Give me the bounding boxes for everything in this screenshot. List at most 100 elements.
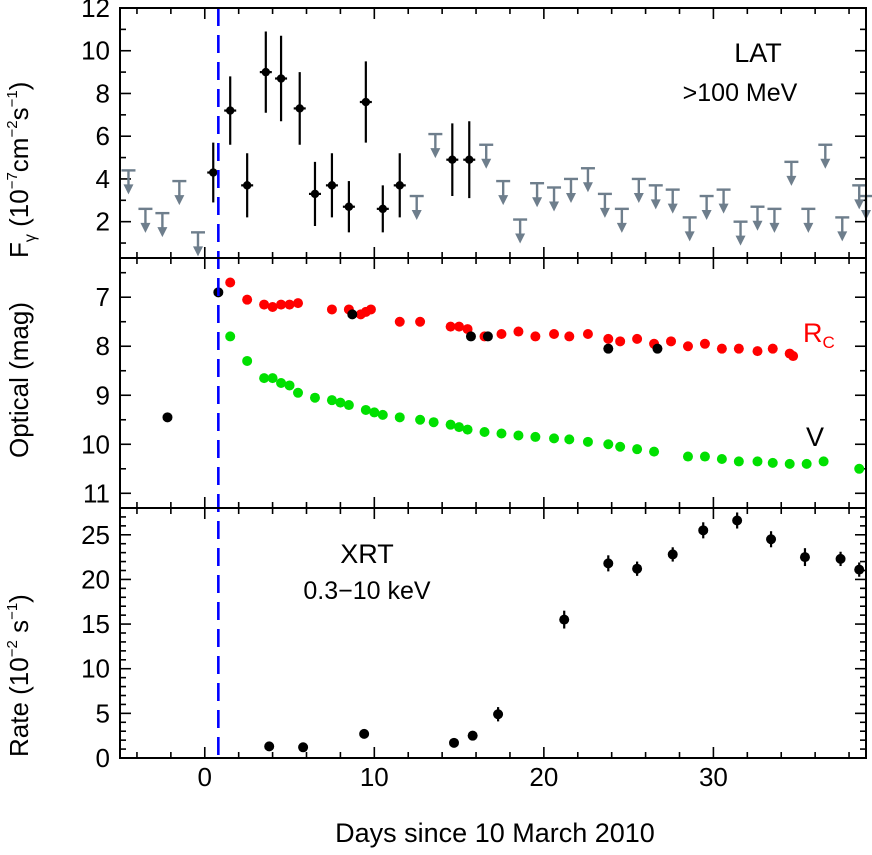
v-band-point — [767, 457, 778, 468]
upper-limit-arrowhead — [565, 192, 576, 203]
lat-label: LAT — [734, 38, 782, 68]
x-tick-label: 30 — [699, 762, 728, 792]
data-point — [766, 534, 777, 545]
lat-upper-limit-arrow — [631, 177, 646, 203]
lat-upper-limit-arrow — [428, 132, 443, 159]
v-band-point — [496, 428, 507, 439]
rc-band-point — [276, 299, 287, 310]
lat-upper-limit-arrow — [496, 179, 511, 206]
upper-limit-arrowhead — [667, 203, 678, 214]
lat-detections — [207, 31, 476, 233]
data-point — [854, 564, 865, 575]
rc-band-point — [682, 341, 693, 352]
xrt-data-point — [449, 737, 460, 748]
v-band-point — [699, 451, 710, 462]
rc-band-point — [549, 328, 560, 339]
lat-detection-point — [293, 72, 306, 145]
lat-ylabel-close: ) — [4, 82, 34, 91]
lat-ylabel-exp3: −1 — [4, 90, 21, 107]
lat-upper-limit-arrow — [580, 167, 595, 193]
v-band-point — [603, 439, 614, 450]
upper-limit-arrowhead — [582, 182, 593, 193]
optical-ytick-label: 7 — [96, 282, 110, 312]
data-point — [261, 67, 271, 77]
v-band-point — [445, 419, 456, 430]
rc-band-point — [225, 277, 236, 288]
optical-ytick-label: 9 — [96, 380, 110, 410]
v-band-point — [530, 431, 541, 442]
rc-band-point — [530, 331, 541, 342]
data-point — [493, 709, 504, 720]
xrt-ytick-label: 0 — [96, 743, 110, 773]
v-band-point — [513, 430, 524, 441]
xrt-ylabel-s: s — [4, 620, 34, 640]
x-axis-title: Days since 10 March 2010 — [335, 818, 655, 848]
xrt-data-point — [732, 512, 743, 529]
lat-upper-limit-arrow — [682, 216, 697, 242]
v-band-point — [752, 456, 763, 467]
optical-ytick-label: 8 — [96, 331, 110, 361]
rc-band-point — [284, 299, 295, 310]
rc-band-point — [564, 331, 575, 342]
upper-limit-arrowhead — [430, 148, 441, 159]
lat-upper-limit-arrow — [835, 216, 850, 242]
v-band-point — [394, 412, 405, 423]
lat-ylabel-main: F — [4, 242, 34, 258]
v-band-point — [479, 427, 490, 438]
v-band-point — [377, 409, 388, 420]
upper-limit-arrowhead — [752, 220, 763, 231]
v-band-label: V — [806, 422, 824, 452]
data-point — [310, 189, 320, 199]
rc-band-point — [632, 333, 643, 344]
v-band-point — [259, 373, 270, 384]
xrt-data-point — [799, 548, 810, 567]
lat-detection-point — [463, 121, 476, 199]
lat-ytick-label: 2 — [96, 207, 110, 237]
lat-energy-label: >100 MeV — [683, 79, 798, 107]
v-band-point — [682, 451, 693, 462]
rc-band-point — [767, 343, 778, 354]
lat-upper-limit-arrow — [733, 220, 748, 246]
data-point — [295, 104, 304, 113]
xrt-data-point — [359, 728, 370, 739]
upper-limit-arrowhead — [684, 231, 695, 242]
lat-upper-limit-arrow — [121, 169, 136, 195]
data-point — [361, 97, 371, 107]
data-point — [632, 563, 643, 574]
upper-limit-arrowhead — [123, 184, 134, 195]
xrt-ylabel-close: ) — [4, 594, 34, 603]
v-band-point — [284, 380, 295, 391]
v-band-point — [818, 456, 829, 467]
optical-axis-ticks: 7 8 9 10 11 — [81, 258, 866, 508]
upper-limit-arrowhead — [650, 199, 661, 210]
rc-band-point — [716, 343, 727, 354]
lat-upper-limit-arrow — [513, 218, 528, 244]
upper-limit-arrowhead — [786, 175, 797, 186]
upper-limit-arrowhead — [769, 222, 780, 233]
lat-upper-limit-arrow — [784, 160, 799, 186]
upper-limit-arrowhead — [735, 235, 746, 246]
optical-ytick-label: 10 — [81, 429, 110, 459]
upper-limit-arrowhead — [837, 231, 848, 242]
rc-band-label: RC — [803, 318, 835, 352]
v-band-point — [454, 422, 465, 433]
v-band-point — [716, 453, 727, 464]
rc-band-point — [603, 333, 614, 344]
lat-upper-limit-arrow — [530, 182, 545, 208]
lat-upper-limit-arrow — [716, 188, 731, 214]
lat-ytick-label: 4 — [96, 164, 110, 194]
xrt-ylabel-exp2: −1 — [4, 603, 21, 620]
upper-limit-arrowhead — [515, 233, 526, 244]
v-band-point — [564, 434, 575, 445]
optical-other-point — [603, 343, 614, 354]
rc-band-point — [242, 294, 253, 305]
data-point — [698, 525, 709, 536]
rc-band-point — [293, 298, 304, 309]
data-point — [298, 742, 309, 753]
xrt-ytick-label: 25 — [81, 520, 110, 550]
v-band-point — [649, 446, 660, 457]
lat-axis-ticks: 2 4 6 8 10 12 — [81, 0, 866, 258]
upper-limit-arrowhead — [140, 222, 151, 233]
rc-band-point — [496, 328, 507, 339]
v-band-point — [343, 400, 354, 411]
